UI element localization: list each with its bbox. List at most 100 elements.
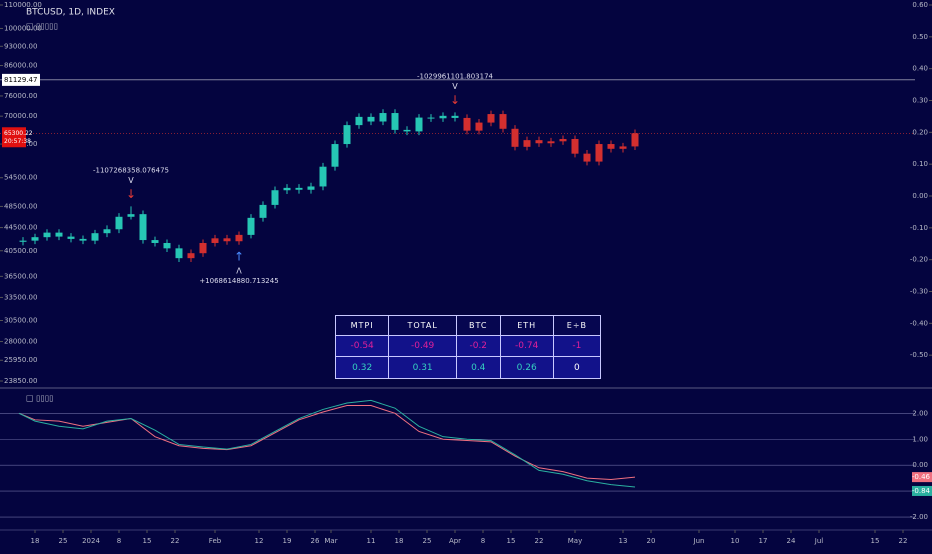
candle-body (427, 117, 435, 119)
y-tick-label: 28000.00 (4, 338, 37, 346)
candle-body (67, 236, 75, 239)
candle-body (79, 238, 87, 241)
x-tick-label: Feb (209, 537, 222, 545)
y-tick-label: 23850.00 (4, 377, 37, 385)
y-tick-label: 70000.00 (4, 112, 37, 120)
candle-body (415, 117, 423, 132)
indicator-line (18, 399, 636, 488)
x-tick-label: 18 (395, 537, 404, 545)
candle-body (619, 146, 627, 149)
y-tick-label: 44500.00 (4, 224, 37, 232)
x-tick-label: 22 (171, 537, 180, 545)
candle-body (511, 128, 519, 147)
candle-body (547, 141, 555, 144)
table-cell: MTPI (334, 315, 390, 336)
y2-tick-label: 0.50 (912, 33, 928, 41)
value-tag-label: -0.46 (912, 473, 931, 481)
x-tick-label: 17 (759, 537, 768, 545)
table-row: -0.54 -0.49 -0.2 -0.74 -1 (334, 334, 602, 358)
table-cell: 0.26 (499, 356, 554, 379)
candle-body (271, 190, 279, 205)
value-tag (912, 485, 932, 496)
y2-tick-label: -0.50 (910, 351, 928, 359)
price-label: 65300.22 (4, 130, 33, 137)
x-tick-label: 8 (481, 537, 485, 545)
candle-body (163, 242, 171, 249)
x-tick-label: 20 (647, 537, 656, 545)
value-tag-label: -0.84 (912, 487, 931, 495)
indicator-line (18, 405, 636, 480)
candle-body (535, 140, 543, 144)
countdown: 20:57:38 (4, 138, 31, 145)
candle-body (367, 116, 375, 122)
y-tick-label: 40500.00 (4, 247, 37, 255)
candle-body (331, 144, 339, 167)
candle-body (307, 186, 315, 190)
y2-tick-label: 0.30 (912, 97, 928, 105)
candle-body (475, 122, 483, 131)
candle-body (151, 240, 159, 243)
x-tick-label: Jul (814, 537, 824, 545)
signal-table: MTPI TOTAL BTC ETH E÷B -0.54 -0.49 -0.2 -0.74 -1 0… (334, 315, 602, 379)
candle-body (295, 187, 303, 190)
y-tick-label: 30500.00 (4, 317, 37, 325)
table-cell: ETH (499, 315, 554, 336)
y-tick-label: 33500.00 (4, 293, 37, 301)
table-cell: 0.32 (334, 356, 390, 379)
price-tag (2, 127, 26, 148)
chart-title: BTCUSD, 1D, INDEX (26, 8, 115, 18)
y-tick-label: 2.00 (912, 409, 928, 417)
y-tick-label: 110000.00 (4, 1, 42, 9)
table-row: MTPI TOTAL BTC ETH E÷B (334, 315, 602, 336)
x-tick-label: 22 (899, 537, 908, 545)
candle-body (379, 113, 387, 122)
signal-arrow: ↓ (450, 93, 460, 107)
y2-tick-label: 0.00 (912, 192, 928, 200)
candle-body (259, 204, 267, 218)
signal-label: -1029961101.803174 (417, 72, 494, 80)
y-tick-label: -2.00 (910, 513, 928, 521)
x-tick-label: 12 (255, 537, 264, 545)
table-cell: -1 (552, 334, 602, 358)
candle-body (607, 144, 615, 149)
candle-body (235, 234, 243, 242)
candle-body (595, 144, 603, 162)
y2-tick-label: 0.40 (912, 65, 928, 73)
y2-tick-label: -0.10 (910, 224, 928, 232)
candle-body (343, 125, 351, 145)
y-tick-label: 25950.00 (4, 356, 37, 364)
candle-body (31, 237, 39, 241)
candle-body (55, 232, 63, 237)
x-tick-label: 15 (507, 537, 516, 545)
candle-body (439, 115, 447, 119)
table-cell: 0.31 (388, 356, 457, 379)
candle-body (631, 133, 639, 147)
y-tick-label: 86000.00 (4, 62, 37, 70)
table-row: 0.32 0.31 0.4 0.26 0 (334, 356, 602, 379)
y-tick-label: 76000.00 (4, 92, 37, 100)
candle-body (115, 216, 123, 230)
x-tick-label: 11 (367, 537, 376, 545)
signal-marker: V (452, 82, 458, 91)
table-cell: BTC (455, 315, 501, 336)
candle-body (487, 114, 495, 123)
table-cell: -0.54 (334, 334, 390, 358)
x-tick-label: 19 (283, 537, 292, 545)
table-cell: TOTAL (388, 315, 457, 336)
level-tag (2, 73, 40, 86)
candle-body (571, 138, 579, 154)
signal-label: -1107268358.076475 (93, 166, 169, 174)
y2-tick-label: -0.30 (910, 288, 928, 296)
candle-body (583, 153, 591, 162)
table-cell: -0.2 (455, 334, 501, 358)
y2-tick-label: -0.40 (910, 319, 928, 327)
x-tick-label: 22 (535, 537, 544, 545)
y2-tick-label: 0.20 (912, 128, 928, 136)
candle-body (391, 113, 399, 130)
candle-body (403, 129, 411, 132)
candle-body (523, 140, 531, 147)
candle-body (139, 214, 147, 241)
y2-tick-label: 0.60 (912, 1, 928, 9)
